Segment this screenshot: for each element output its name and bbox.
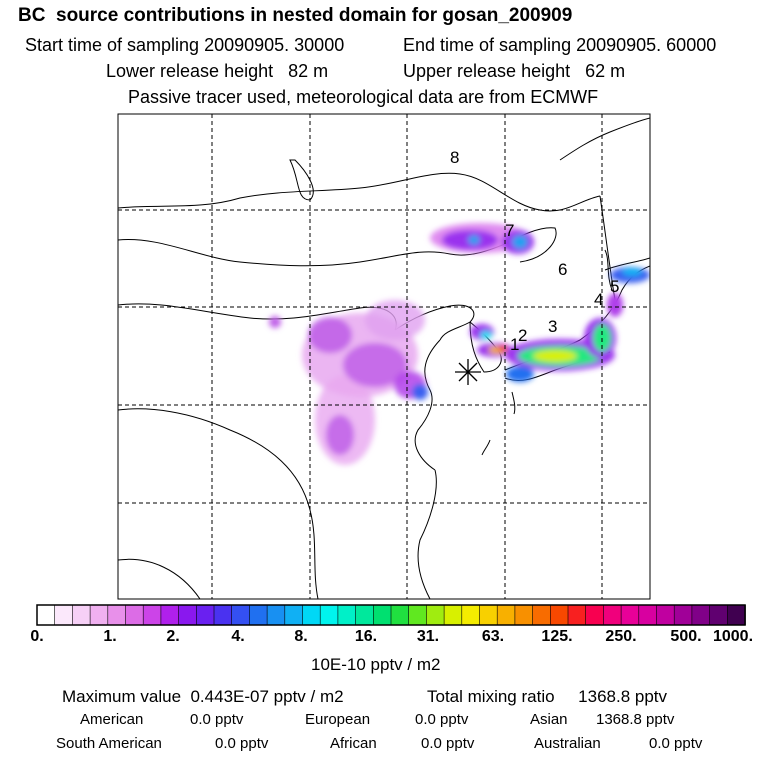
colorbar-swatch <box>638 604 658 626</box>
colorbar-tick: 16. <box>354 628 378 645</box>
colorbar-swatch <box>196 604 215 626</box>
colorbar-swatch <box>656 604 676 626</box>
colorbar-swatch <box>726 604 746 626</box>
colorbar-tick: 250. <box>605 628 637 645</box>
south-american-label: South American <box>56 735 162 752</box>
colorbar-tick: 0. <box>30 628 44 645</box>
colorbar-tick: 63. <box>481 628 505 645</box>
colorbar <box>36 604 746 626</box>
colorbar-swatch <box>603 604 622 626</box>
colorbar-tick: 1. <box>103 628 117 645</box>
colorbar-swatch <box>142 604 162 626</box>
south-american-value: 0.0 pptv <box>215 735 269 752</box>
colorbar-swatch <box>461 604 481 626</box>
colorbar-swatch <box>372 604 392 626</box>
african-value: 0.0 pptv <box>421 735 475 752</box>
colorbar-swatch <box>302 604 322 626</box>
colorbar-swatch <box>408 604 428 626</box>
colorbar-swatch <box>284 604 304 626</box>
american-label: American <box>80 711 144 728</box>
colorbar-swatch <box>160 604 180 626</box>
asian-value: 1368.8 pptv <box>596 711 675 728</box>
colorbar-swatch <box>107 604 127 626</box>
colorbar-swatch <box>496 604 516 626</box>
colorbar-swatch <box>426 604 445 626</box>
colorbar-swatch <box>266 604 286 626</box>
end-time-label: End time of sampling 20090905. 60000 <box>403 35 717 55</box>
colorbar-frame <box>36 604 746 626</box>
colorbar-swatch <box>691 604 711 626</box>
colorbar-tick: 500. <box>670 628 702 645</box>
colorbar-swatch <box>337 604 357 626</box>
colorbar-swatch <box>89 604 109 626</box>
region-label-2: 2 <box>518 326 527 345</box>
colorbar-swatch <box>213 604 233 626</box>
colorbar-swatch <box>567 604 587 626</box>
tracer-note: Passive tracer used, meteorological data… <box>128 87 599 107</box>
map-title: BC source contributions in nested domain… <box>18 5 573 26</box>
colorbar-swatch <box>355 604 375 626</box>
colorbar-swatch <box>514 604 534 626</box>
colorbar-swatch <box>709 604 729 626</box>
colorbar-swatch <box>125 604 145 626</box>
lower-release-label: Lower release height 82 m <box>106 61 329 81</box>
map-area: 1 2 3 4 5 6 7 8 <box>118 114 650 599</box>
european-value: 0.0 pptv <box>415 711 469 728</box>
upper-release-label: Upper release height 62 m <box>403 61 626 81</box>
start-time-label: Start time of sampling 20090905. 30000 <box>25 35 345 55</box>
australian-label: Australian <box>534 735 601 752</box>
region-label-8: 8 <box>450 148 459 167</box>
african-label: African <box>330 735 377 752</box>
colorbar-swatch <box>390 604 410 626</box>
european-label: European <box>305 711 371 728</box>
colorbar-swatch <box>585 604 605 626</box>
colorbar-swatch <box>54 604 74 626</box>
region-label-6: 6 <box>558 260 567 279</box>
concentration-field <box>269 223 650 465</box>
total-mixing-ratio: Total mixing ratio 1368.8 pptv <box>427 687 668 706</box>
colorbar-tick: 125. <box>541 628 573 645</box>
colorbar-swatch <box>72 604 91 626</box>
colorbar-swatch <box>319 604 339 626</box>
colorbar-swatch <box>673 604 693 626</box>
max-value: Maximum value 0.443E-07 pptv / m2 <box>62 687 344 706</box>
colorbar-unit: 10E-10 pptv / m2 <box>311 655 441 674</box>
australian-value: 0.0 pptv <box>649 735 703 752</box>
region-label-7: 7 <box>505 221 514 240</box>
region-labels: 1 2 3 4 5 6 7 8 <box>450 148 619 354</box>
colorbar-tick: 1000. <box>712 628 754 645</box>
colorbar-tick: 8. <box>294 628 308 645</box>
american-value: 0.0 pptv <box>190 711 244 728</box>
colorbar-swatch <box>178 604 198 626</box>
region-label-4: 4 <box>594 290 603 309</box>
colorbar-tick: 4. <box>231 628 245 645</box>
star-icon <box>455 359 481 385</box>
colorbar-swatch <box>231 604 251 626</box>
region-label-5: 5 <box>610 277 619 296</box>
region-label-1: 1 <box>510 335 519 354</box>
colorbar-tick: 2. <box>166 628 180 645</box>
colorbar-swatch <box>36 604 56 626</box>
map-grid <box>118 114 650 599</box>
region-label-3: 3 <box>548 317 557 336</box>
colorbar-tick: 31. <box>416 628 440 645</box>
colorbar-swatch <box>249 604 268 626</box>
colorbar-swatch <box>479 604 499 626</box>
colorbar-swatch <box>620 604 640 626</box>
colorbar-swatch <box>443 604 463 626</box>
map-frame <box>117 113 651 600</box>
asian-label: Asian <box>530 711 568 728</box>
colorbar-swatch <box>549 604 569 626</box>
colorbar-swatch <box>532 604 552 626</box>
